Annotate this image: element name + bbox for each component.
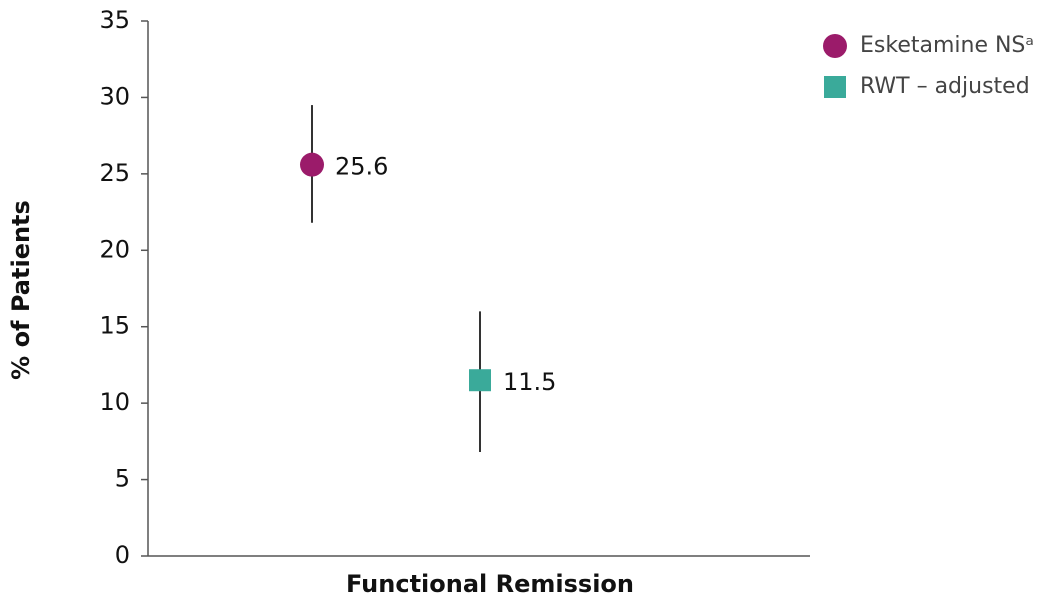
legend-label: RWT – adjusted <box>860 74 1030 99</box>
y-tick-label: 0 <box>115 541 130 569</box>
y-tick-label: 15 <box>99 312 130 340</box>
y-tick-label: 30 <box>99 82 130 110</box>
legend-marker <box>824 76 846 98</box>
y-tick-label: 25 <box>99 159 130 187</box>
x-axis-label: Functional Remission <box>346 570 634 598</box>
legend-label: Esketamine NSᵃ <box>860 33 1034 58</box>
data-point <box>469 369 491 392</box>
y-tick-label: 20 <box>99 235 130 263</box>
data-label: 25.6 <box>335 153 388 181</box>
y-axis-label: % of Patients <box>7 200 35 380</box>
y-tick-label: 5 <box>115 465 130 493</box>
data-label: 11.5 <box>503 368 556 396</box>
data-point <box>300 152 324 177</box>
legend-marker <box>823 34 847 58</box>
y-tick-label: 10 <box>99 388 130 416</box>
y-tick-label: 35 <box>99 6 130 34</box>
